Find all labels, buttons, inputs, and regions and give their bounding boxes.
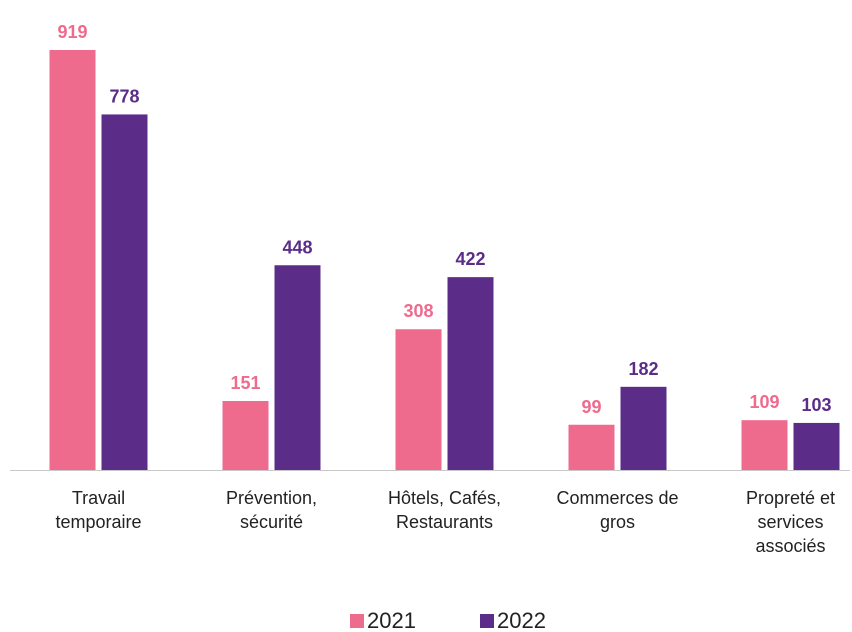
bar bbox=[741, 420, 788, 470]
x-tick-label: Prévention, sécurité bbox=[225, 488, 318, 532]
bar bbox=[274, 265, 321, 470]
bar bbox=[793, 422, 840, 470]
value-label: 422 bbox=[455, 249, 485, 269]
value-label: 308 bbox=[403, 301, 433, 321]
x-tick-label: Commerces de gros bbox=[556, 488, 679, 532]
value-label: 109 bbox=[749, 392, 779, 412]
x-tick-label: Travail temporaire bbox=[55, 488, 142, 532]
bar bbox=[620, 386, 667, 470]
value-label: 103 bbox=[801, 395, 831, 415]
value-label: 151 bbox=[230, 373, 260, 393]
value-label: 778 bbox=[109, 86, 139, 106]
x-tick-label: Hôtels, Cafés, Restaurants bbox=[387, 488, 502, 532]
legend-label: 2022 bbox=[497, 608, 546, 632]
bar bbox=[447, 277, 494, 470]
bar bbox=[101, 114, 148, 470]
bar bbox=[222, 400, 269, 470]
bar bbox=[568, 424, 615, 470]
value-label: 448 bbox=[282, 237, 312, 257]
value-label: 99 bbox=[581, 397, 601, 417]
legend-swatch bbox=[350, 614, 364, 628]
legend-swatch bbox=[480, 614, 494, 628]
value-label: 182 bbox=[628, 359, 658, 379]
x-tick-label: Propreté et services associés bbox=[745, 488, 836, 556]
legend-label: 2021 bbox=[367, 608, 416, 632]
bar bbox=[395, 329, 442, 470]
value-label: 919 bbox=[57, 22, 87, 42]
bar bbox=[49, 50, 96, 470]
